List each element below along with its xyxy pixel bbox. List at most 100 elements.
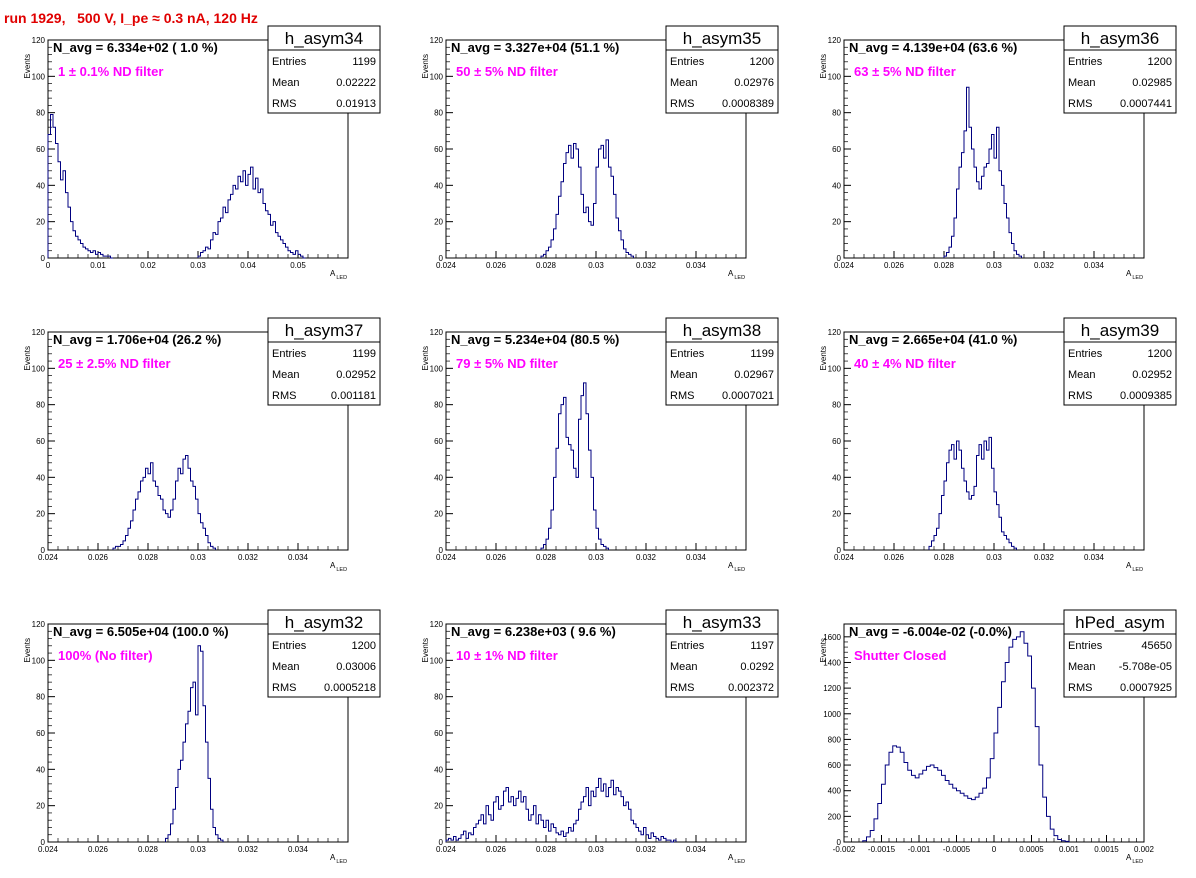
histogram-bin — [649, 838, 652, 842]
histogram-bin — [191, 481, 194, 550]
histogram-h_asym35: 0 20 40 60 80 100 120 0.024 0.026 0.028 0.03 0.032 0… — [421, 25, 779, 281]
histogram-bin — [584, 797, 587, 842]
y-tick-label: 100 — [430, 656, 444, 665]
x-axis-label: ALED — [728, 561, 745, 573]
histogram-bin — [561, 405, 564, 550]
filter-label: 100% (No filter) — [58, 648, 153, 663]
histogram-bin — [601, 145, 604, 258]
stat-value: 1199 — [352, 348, 376, 360]
x-tick-label: 0.034 — [1084, 553, 1105, 562]
stats-box: h_asym38 Entries 1199 Mean 0.02967 RMS 0.00070… — [665, 317, 779, 406]
histogram-bin — [208, 249, 211, 258]
histogram-panel-h_asym37: 0 20 40 60 80 100 120 0.024 0.026 0.028 0.03 0.032 0… — [0, 296, 398, 586]
x-axis-label: ALED — [1126, 269, 1143, 281]
x-tick-label: 0.04 — [240, 261, 256, 270]
x-tick-label: 0.032 — [238, 845, 259, 854]
y-tick-label: 40 — [36, 181, 45, 190]
histogram-bin — [919, 774, 923, 842]
stat-value: 1200 — [1148, 348, 1172, 360]
y-tick-label: 120 — [828, 328, 842, 337]
y-tick-label: 60 — [832, 437, 841, 446]
y-tick-label: 60 — [36, 145, 45, 154]
filter-label: 1 ± 0.1% ND filter — [58, 64, 163, 79]
histogram-bin — [491, 820, 494, 842]
y-tick-label: 0 — [41, 546, 46, 555]
x-tick-label: 0.03 — [588, 845, 604, 854]
y-tick-label: 1000 — [823, 710, 841, 719]
y-axis-label: Events — [421, 54, 430, 78]
histogram-bin — [990, 759, 994, 842]
histogram-bin — [574, 468, 577, 550]
histogram-bin — [897, 747, 901, 842]
histogram-bin — [904, 762, 908, 842]
stat-value: 0.0005218 — [324, 682, 376, 694]
histogram-bin — [158, 496, 161, 551]
stat-value: 0.03006 — [336, 661, 376, 673]
x-tick-label: 0.034 — [686, 553, 707, 562]
y-tick-label: 120 — [828, 36, 842, 45]
x-tick-label: 0.02 — [140, 261, 156, 270]
stat-label: RMS — [272, 682, 296, 694]
n-avg-label: N_avg = 2.665e+04 (41.0 %) — [849, 332, 1017, 347]
y-tick-label: 80 — [36, 109, 45, 118]
histogram-bin — [1035, 727, 1039, 842]
histogram-h_asym36: 0 20 40 60 80 100 120 0.024 0.026 0.028 0.03 0.032 0… — [819, 25, 1177, 281]
histogram-bin — [1013, 639, 1017, 842]
histogram-name: h_asym36 — [1081, 29, 1159, 48]
x-axis-label: ALED — [330, 853, 347, 865]
stat-label: RMS — [670, 98, 694, 110]
histogram-name: h_asym37 — [285, 321, 363, 340]
y-tick-label: 0 — [837, 838, 842, 847]
histogram-h_asym33: 0 20 40 60 80 100 120 0.024 0.026 0.028 0.03 0.032 0… — [421, 609, 779, 865]
histogram-bin — [118, 546, 121, 550]
stats-box: h_asym34 Entries 1199 Mean 0.02222 RMS 0.01913 — [267, 25, 381, 114]
y-tick-label: 60 — [36, 729, 45, 738]
x-tick-label: 0.024 — [38, 553, 59, 562]
x-axis-label: ALED — [728, 853, 745, 865]
x-tick-label: 0.032 — [636, 261, 657, 270]
histogram-bin — [994, 733, 998, 842]
stat-label: RMS — [272, 390, 296, 402]
histogram-bin — [870, 830, 874, 842]
histogram-bin — [181, 760, 184, 842]
y-tick-label: 1400 — [823, 658, 841, 667]
y-tick-label: 20 — [434, 218, 443, 227]
histogram-bin — [591, 225, 594, 258]
stat-label: Entries — [1068, 640, 1103, 652]
histogram-bin — [968, 798, 972, 842]
y-axis-label: Events — [23, 638, 32, 662]
x-tick-label: 0.034 — [288, 845, 309, 854]
histogram-bin — [529, 820, 532, 842]
y-tick-label: 60 — [434, 437, 443, 446]
x-tick-label: 0.024 — [436, 845, 457, 854]
y-axis-label: Events — [819, 54, 828, 78]
stat-label: Mean — [670, 77, 698, 89]
stats-box: h_asym33 Entries 1197 Mean 0.0292 RMS 0.002372 — [665, 609, 779, 698]
y-tick-label: 120 — [430, 328, 444, 337]
histogram-bin — [544, 827, 547, 842]
filter-label: 10 ± 1% ND filter — [456, 648, 558, 663]
histogram-bars — [166, 646, 224, 842]
y-tick-label: 100 — [32, 364, 46, 373]
stat-value: 0.02952 — [336, 369, 376, 381]
histogram-bin — [964, 796, 968, 842]
histogram-bin — [293, 254, 296, 258]
histogram-h_asym39: 0 20 40 60 80 100 120 0.024 0.026 0.028 0.03 0.032 0… — [819, 317, 1177, 573]
x-tick-label: 0.028 — [934, 553, 955, 562]
histogram-outline — [445, 777, 677, 843]
histogram-bin — [246, 185, 249, 258]
x-tick-label: 0.024 — [834, 553, 855, 562]
histogram-hPed_asym: 0 200 400 600 800 1000 1200 1400 1600 -0.002 -0.00… — [819, 609, 1177, 865]
stat-value: 1199 — [352, 56, 376, 68]
y-tick-label: 40 — [36, 473, 45, 482]
histogram-bin — [584, 213, 587, 258]
histogram-bin — [945, 780, 949, 842]
histogram-name: h_asym38 — [683, 321, 761, 340]
stats-box: h_asym37 Entries 1199 Mean 0.02952 RMS 0.00118… — [267, 317, 381, 406]
histogram-bin — [983, 788, 987, 842]
y-tick-label: 80 — [832, 109, 841, 118]
histogram-bin — [241, 182, 244, 258]
stat-value: 1200 — [750, 56, 774, 68]
histogram-bin — [1028, 656, 1032, 842]
histogram-panel-h_asym32: 0 20 40 60 80 100 120 0.024 0.026 0.028 0.03 0.032 0… — [0, 588, 398, 878]
